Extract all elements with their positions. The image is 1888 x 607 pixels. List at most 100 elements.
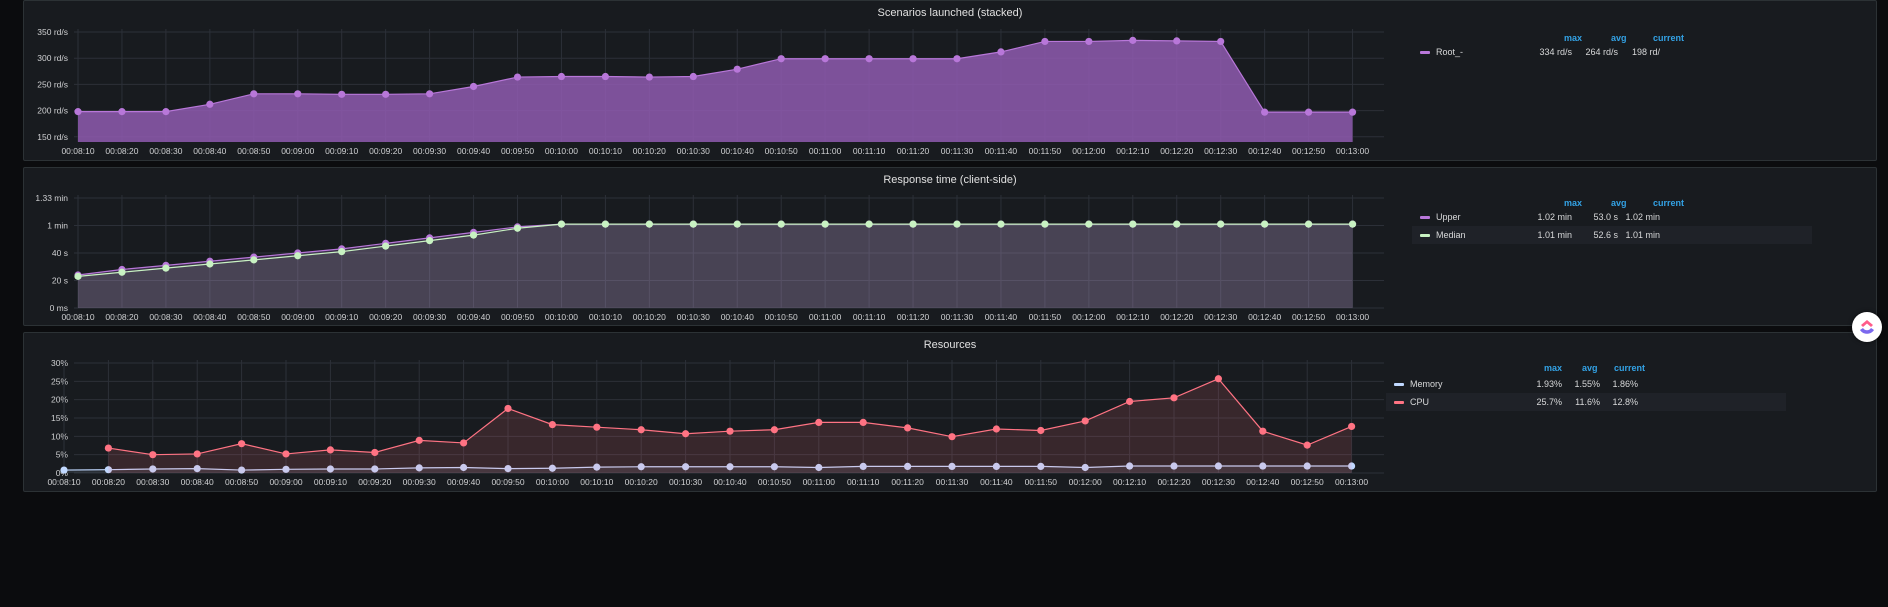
x-tick-label: 00:10:20 <box>625 477 658 487</box>
data-point <box>1259 462 1267 470</box>
x-tick-label: 00:10:00 <box>545 312 578 322</box>
x-tick-label: 00:08:10 <box>47 477 80 487</box>
legend-current-header[interactable]: current <box>1653 33 1685 43</box>
data-point <box>1261 220 1269 228</box>
y-tick-label: 20 s <box>52 276 68 286</box>
legend-item-cpu[interactable]: CPU 25.7% 11.6% 12.8% <box>1386 393 1786 411</box>
legend-avg-value: 52.6 s <box>1593 230 1618 240</box>
legend-current-value: 1.01 min <box>1625 230 1660 240</box>
data-point <box>1129 220 1137 228</box>
series-line <box>78 39 1353 113</box>
series-swatch <box>1394 383 1404 386</box>
legend-max-header[interactable]: max <box>1564 198 1583 208</box>
x-tick-label: 00:10:00 <box>545 146 578 156</box>
x-tick-label: 00:11:50 <box>1029 312 1062 322</box>
x-tick-label: 00:10:00 <box>536 477 569 487</box>
data-point <box>1085 37 1093 46</box>
x-tick-label: 00:11:20 <box>897 312 930 322</box>
series-area <box>108 378 1352 473</box>
data-point <box>104 444 112 452</box>
x-tick-label: 00:11:10 <box>853 146 886 156</box>
legend-current-value: 1.86% <box>1612 379 1638 389</box>
legend-current-header[interactable]: current <box>1614 363 1646 373</box>
series-swatch <box>1420 234 1430 237</box>
x-tick-label: 00:11:10 <box>847 477 880 487</box>
legend-current-header[interactable]: current <box>1653 198 1685 208</box>
x-tick-label: 00:10:10 <box>589 312 622 322</box>
data-point <box>770 463 779 471</box>
x-tick-label: 00:10:30 <box>677 146 710 156</box>
data-point <box>193 450 201 458</box>
data-point <box>1037 426 1045 435</box>
data-point <box>593 463 601 471</box>
x-tick-label: 00:12:50 <box>1291 477 1324 487</box>
panel-title[interactable]: Resources <box>923 339 977 351</box>
series-line <box>63 465 1352 471</box>
y-tick-label: 200 rd/s <box>37 106 68 116</box>
x-tick-label: 00:10:20 <box>633 146 666 156</box>
legend-avg-header[interactable]: avg <box>1582 363 1598 373</box>
legend-item-memory[interactable]: Memory 1.93% 1.55% 1.86% <box>1386 375 1786 393</box>
x-tick-label: 00:12:30 <box>1202 477 1235 487</box>
x-tick-label: 00:12:20 <box>1157 477 1190 487</box>
legend-item-upper[interactable]: Upper 1.02 min 53.0 s 1.02 min <box>1412 208 1812 226</box>
data-point <box>733 65 741 73</box>
legend-avg-value: 264 rd/s <box>1585 47 1618 57</box>
x-tick-label: 00:11:10 <box>853 312 886 322</box>
data-point <box>162 108 170 116</box>
data-point <box>953 220 961 228</box>
data-point <box>371 465 379 473</box>
legend-series-name: Upper <box>1436 212 1461 222</box>
data-point <box>682 430 690 438</box>
data-point <box>865 220 873 228</box>
x-tick-label: 00:11:00 <box>809 146 842 156</box>
x-tick-label: 00:08:10 <box>61 146 94 156</box>
panel-title[interactable]: Response time (client-side) <box>883 174 1017 186</box>
legend-current-value: 12.8% <box>1612 397 1638 407</box>
data-point <box>460 439 468 447</box>
data-point <box>162 264 170 272</box>
x-tick-label: 00:08:50 <box>237 146 270 156</box>
legend-series-name: CPU <box>1410 397 1430 407</box>
data-point <box>777 220 785 228</box>
data-point <box>193 465 201 473</box>
x-tick-label: 00:12:20 <box>1160 146 1193 156</box>
data-point <box>909 220 917 228</box>
x-tick-label: 00:12:00 <box>1072 312 1105 322</box>
data-point <box>997 220 1005 228</box>
x-tick-label: 00:10:40 <box>713 477 746 487</box>
y-tick-label: 5% <box>56 450 69 460</box>
x-tick-label: 00:11:30 <box>936 477 969 487</box>
x-tick-label: 00:08:40 <box>181 477 214 487</box>
x-tick-label: 00:08:20 <box>92 477 125 487</box>
data-point <box>1081 463 1089 472</box>
data-point <box>1041 37 1049 46</box>
data-point <box>557 72 566 81</box>
data-point <box>821 55 829 63</box>
data-point <box>1305 108 1313 116</box>
data-point <box>1348 462 1356 470</box>
x-tick-label: 00:12:40 <box>1248 312 1281 322</box>
panel-title[interactable]: Scenarios launched (stacked) <box>877 7 1023 19</box>
data-point <box>645 73 653 81</box>
legend-avg-header[interactable]: avg <box>1611 198 1627 208</box>
clickup-floating-button[interactable] <box>1852 312 1882 342</box>
data-point <box>118 108 126 116</box>
x-tick-label: 00:09:20 <box>369 146 402 156</box>
legend-item-median[interactable]: Median 1.01 min 52.6 s 1.01 min <box>1412 226 1812 244</box>
data-point <box>118 268 126 276</box>
y-tick-label: 1.33 min <box>35 193 68 203</box>
legend-avg-header[interactable]: avg <box>1611 33 1627 43</box>
scenarios-panel: Scenarios launched (stacked) 150 rd/s 200… <box>23 0 1877 161</box>
legend-max-header[interactable]: max <box>1544 363 1563 373</box>
data-point <box>1085 220 1093 228</box>
legend-series-name: Median <box>1436 230 1466 240</box>
x-tick-label: 00:09:40 <box>457 312 490 322</box>
x-tick-label: 00:12:10 <box>1113 477 1146 487</box>
response-time-chart: 0 ms 20 s 40 s 1 min 1.33 min 00:08:10 00:08:2… <box>35 193 1384 322</box>
data-point <box>992 425 1001 433</box>
resources-chart: 0%5%10%15%20%25%30%00:08:10 00:08:20 00:08… <box>47 358 1384 487</box>
legend-item-root[interactable]: Root_- 334 rd/s 264 rd/s 198 rd/ <box>1412 43 1812 61</box>
legend-max-header[interactable]: max <box>1564 33 1583 43</box>
data-point <box>1303 462 1311 470</box>
